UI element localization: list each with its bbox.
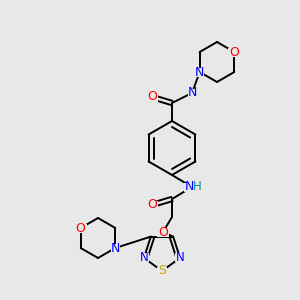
- Text: S: S: [158, 265, 166, 278]
- Text: N: N: [184, 181, 194, 194]
- FancyBboxPatch shape: [157, 266, 167, 275]
- Text: O: O: [147, 199, 157, 212]
- FancyBboxPatch shape: [195, 68, 204, 76]
- FancyBboxPatch shape: [228, 47, 240, 56]
- FancyBboxPatch shape: [111, 244, 120, 253]
- FancyBboxPatch shape: [146, 200, 158, 209]
- FancyBboxPatch shape: [75, 224, 87, 232]
- Text: N: N: [195, 65, 204, 79]
- Text: O: O: [76, 221, 85, 235]
- FancyBboxPatch shape: [188, 88, 196, 98]
- FancyBboxPatch shape: [175, 254, 185, 262]
- FancyBboxPatch shape: [146, 92, 158, 101]
- Text: N: N: [176, 251, 184, 264]
- Text: N: N: [140, 251, 148, 264]
- FancyBboxPatch shape: [184, 182, 200, 191]
- Text: O: O: [158, 226, 168, 238]
- FancyBboxPatch shape: [157, 227, 169, 236]
- FancyBboxPatch shape: [139, 254, 149, 262]
- Text: H: H: [193, 181, 201, 194]
- Text: N: N: [187, 86, 197, 100]
- Text: O: O: [230, 46, 239, 59]
- Text: O: O: [147, 91, 157, 103]
- Text: N: N: [111, 242, 120, 254]
